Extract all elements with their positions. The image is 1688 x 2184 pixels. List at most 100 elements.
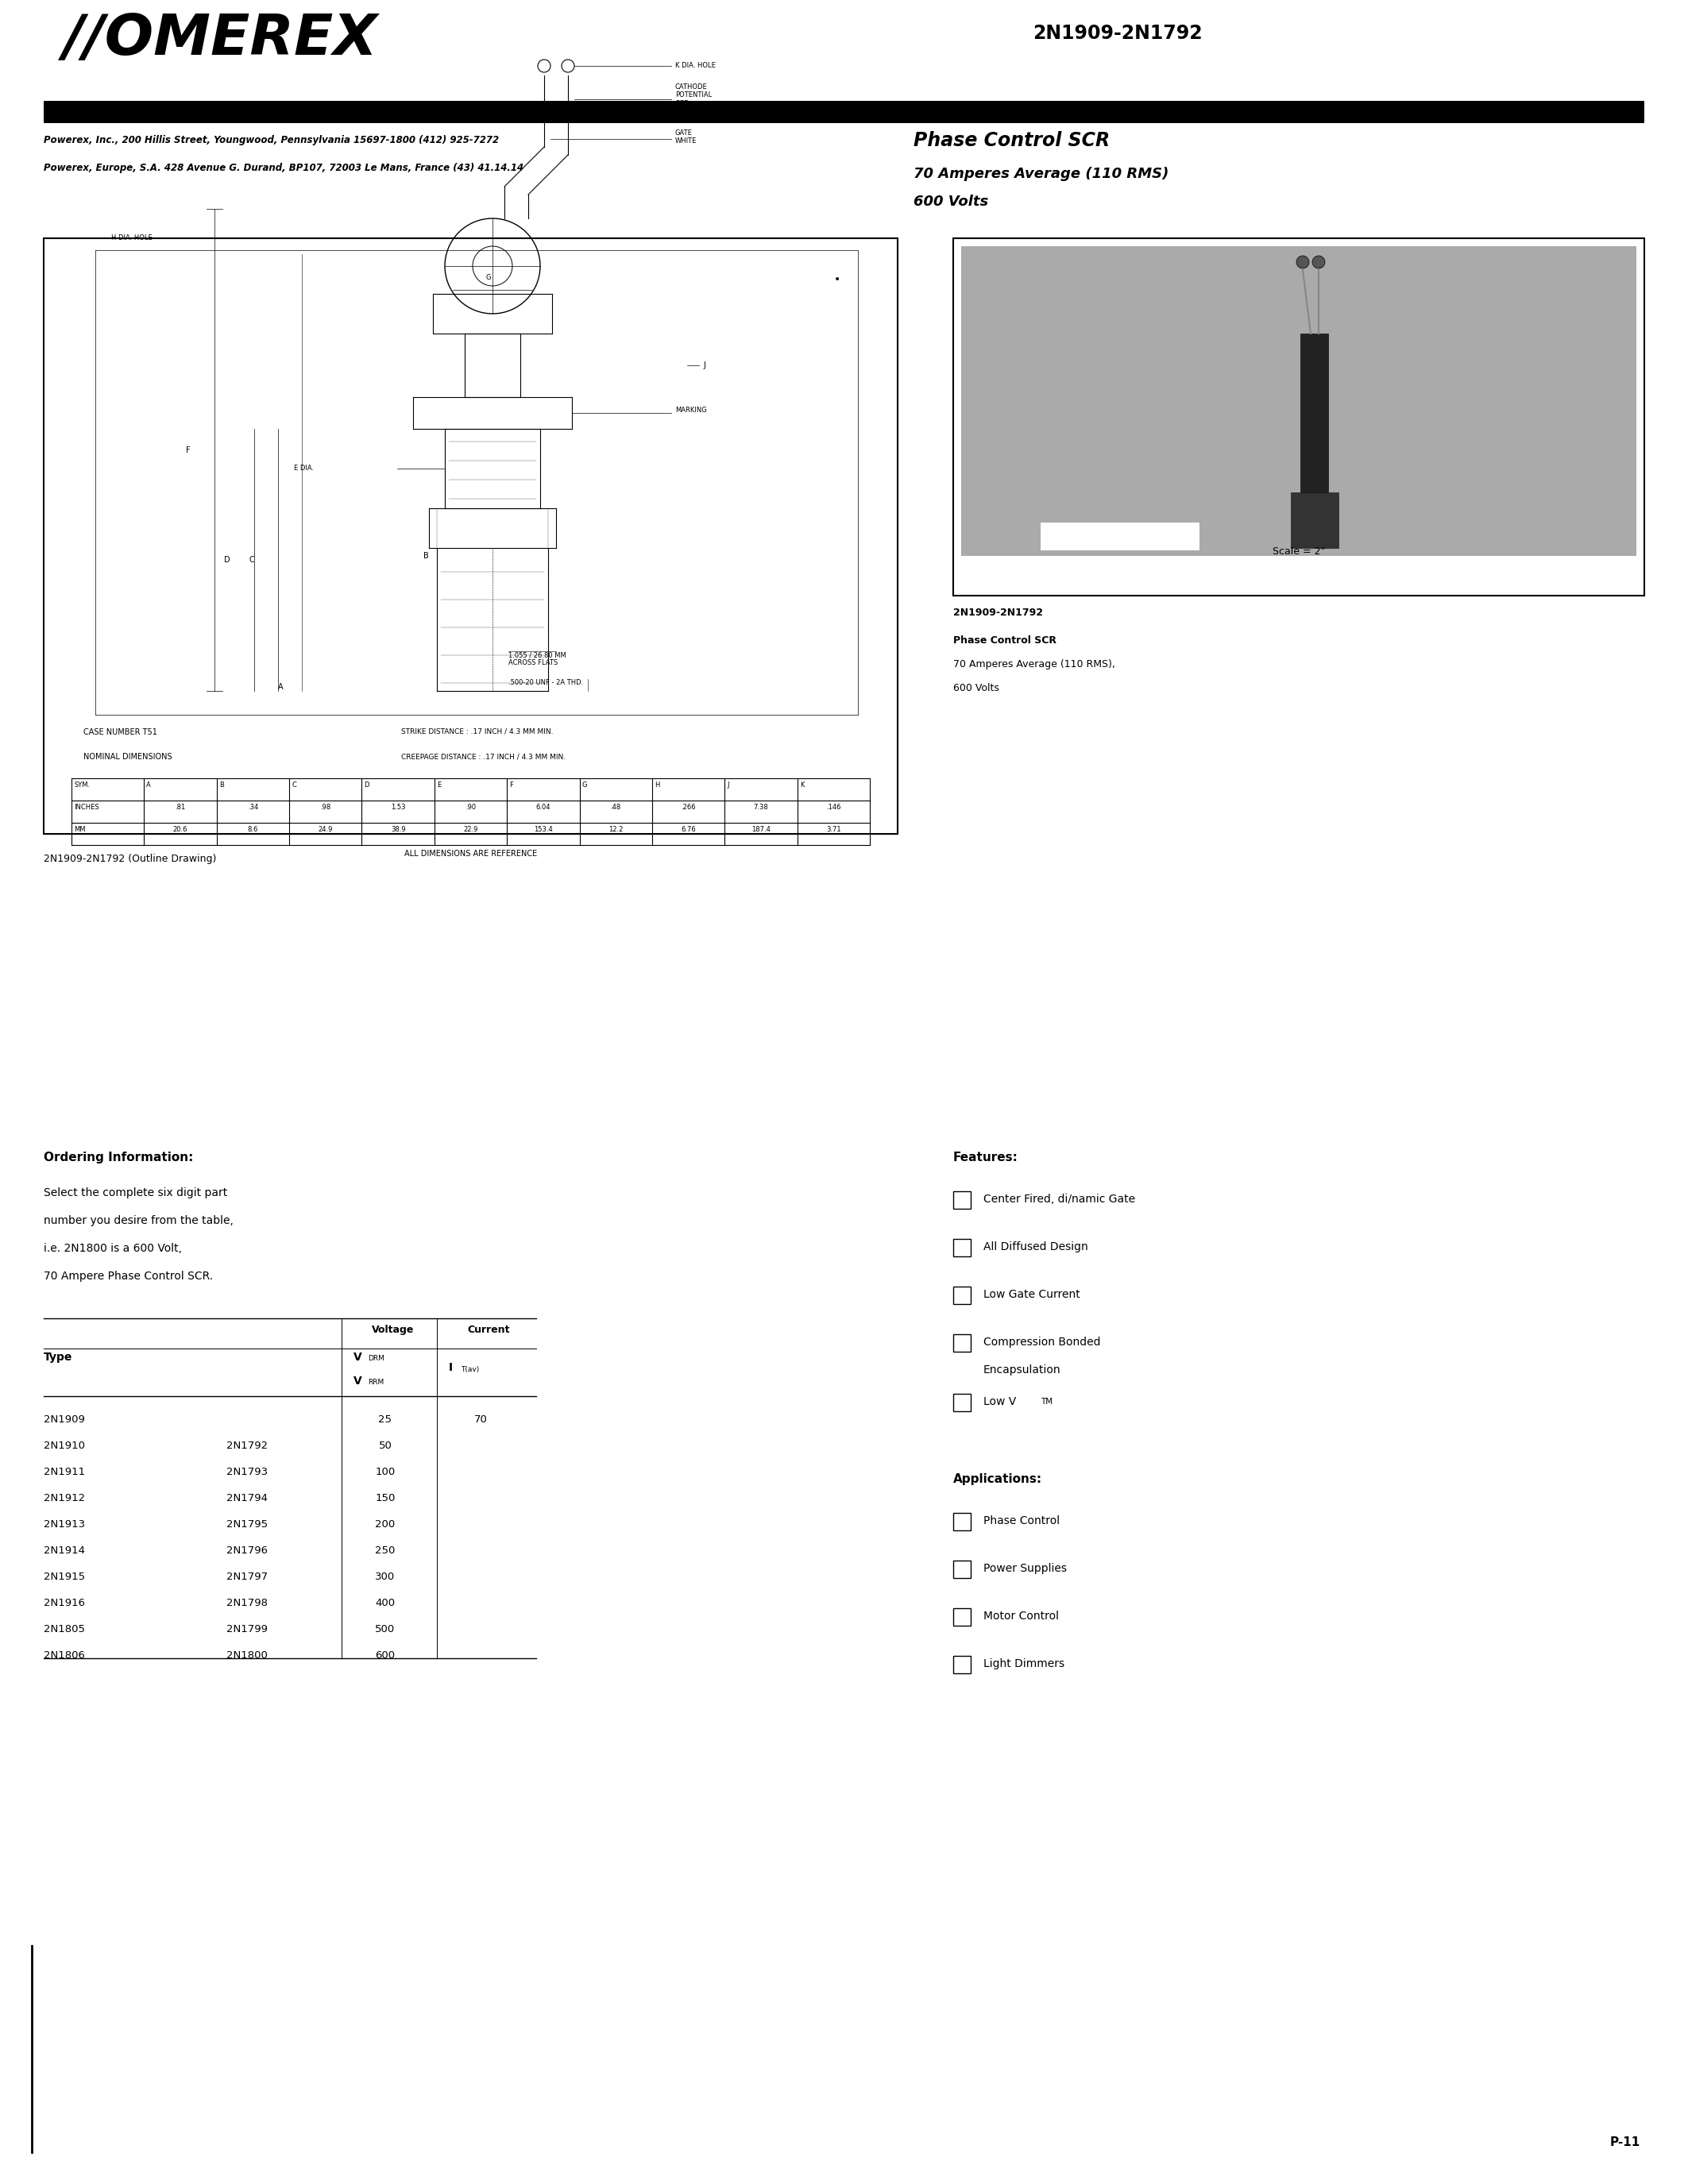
Text: G: G bbox=[486, 273, 491, 282]
Text: Low Gate Current: Low Gate Current bbox=[984, 1289, 1080, 1299]
Text: .81: .81 bbox=[176, 804, 186, 810]
Text: Features:: Features: bbox=[954, 1151, 1018, 1164]
Text: .500-20 UNF - 2A THD.: .500-20 UNF - 2A THD. bbox=[508, 679, 584, 686]
Text: 2N1915: 2N1915 bbox=[44, 1572, 84, 1581]
Text: Ordering Information:: Ordering Information: bbox=[44, 1151, 194, 1164]
Bar bbox=[954, 1514, 971, 1531]
Text: CASE NUMBER T51: CASE NUMBER T51 bbox=[83, 727, 157, 736]
Bar bbox=[1291, 491, 1339, 548]
Text: 2N1910: 2N1910 bbox=[44, 1441, 84, 1450]
Text: .98: .98 bbox=[321, 804, 331, 810]
Text: 2N1796: 2N1796 bbox=[226, 1546, 268, 1555]
Text: Select the complete six digit part: Select the complete six digit part bbox=[44, 1188, 228, 1199]
Text: A: A bbox=[279, 684, 284, 690]
Text: 600 Volts: 600 Volts bbox=[954, 684, 999, 692]
Text: 2N1793: 2N1793 bbox=[226, 1468, 268, 1476]
Text: 6.04: 6.04 bbox=[535, 804, 550, 810]
Text: 2N1911: 2N1911 bbox=[44, 1468, 84, 1476]
Text: RRM: RRM bbox=[368, 1378, 383, 1387]
Text: J: J bbox=[702, 360, 706, 369]
Text: 2N1909-2N1792: 2N1909-2N1792 bbox=[954, 607, 1043, 618]
Text: 200: 200 bbox=[375, 1520, 395, 1529]
Text: D: D bbox=[225, 557, 230, 563]
Text: Phase Control SCR: Phase Control SCR bbox=[913, 131, 1111, 151]
Text: 250: 250 bbox=[375, 1546, 395, 1555]
Text: B: B bbox=[219, 782, 225, 788]
Text: 2N1798: 2N1798 bbox=[226, 1599, 268, 1607]
Text: Power Supplies: Power Supplies bbox=[984, 1564, 1067, 1575]
Text: •: • bbox=[834, 273, 841, 286]
Text: 2N1806: 2N1806 bbox=[44, 1651, 84, 1660]
Text: A: A bbox=[147, 782, 150, 788]
Text: 2N1795: 2N1795 bbox=[226, 1520, 268, 1529]
Text: Powerex, Inc., 200 Hillis Street, Youngwood, Pennsylvania 15697-1800 (412) 925-7: Powerex, Inc., 200 Hillis Street, Youngw… bbox=[44, 135, 500, 146]
Text: 1.53: 1.53 bbox=[390, 804, 405, 810]
Text: P-11: P-11 bbox=[1610, 2136, 1641, 2149]
Text: 6.76: 6.76 bbox=[680, 826, 695, 832]
Text: 150: 150 bbox=[375, 1494, 395, 1503]
Text: 2N1916: 2N1916 bbox=[44, 1599, 84, 1607]
Bar bbox=[954, 1190, 971, 1208]
Text: 25: 25 bbox=[378, 1415, 392, 1424]
Bar bbox=[1040, 522, 1200, 550]
Text: 400: 400 bbox=[375, 1599, 395, 1607]
Text: .90: .90 bbox=[466, 804, 476, 810]
Text: 600 Volts: 600 Volts bbox=[913, 194, 989, 210]
Text: I: I bbox=[449, 1363, 452, 1374]
Text: 600: 600 bbox=[375, 1651, 395, 1660]
Text: 2N1799: 2N1799 bbox=[226, 1625, 268, 1634]
Text: 70 Amperes Average (110 RMS),: 70 Amperes Average (110 RMS), bbox=[954, 660, 1116, 670]
Text: 500: 500 bbox=[375, 1625, 395, 1634]
Text: 2N1914: 2N1914 bbox=[44, 1546, 84, 1555]
Text: Center Fired, di/namic Gate: Center Fired, di/namic Gate bbox=[984, 1195, 1136, 1206]
Text: .266: .266 bbox=[680, 804, 695, 810]
Text: 2N1909-2N1792 (Outline Drawing): 2N1909-2N1792 (Outline Drawing) bbox=[44, 854, 216, 865]
Text: 20.6: 20.6 bbox=[172, 826, 187, 832]
Text: Voltage: Voltage bbox=[371, 1326, 415, 1334]
Text: K DIA. HOLE: K DIA. HOLE bbox=[675, 61, 716, 70]
Text: MM: MM bbox=[74, 826, 86, 832]
Text: 2N1792: 2N1792 bbox=[226, 1441, 268, 1450]
Text: Phase Control SCR: Phase Control SCR bbox=[954, 636, 1057, 646]
Text: Current: Current bbox=[468, 1326, 510, 1334]
Text: .34: .34 bbox=[248, 804, 258, 810]
Text: 2N1909: 2N1909 bbox=[44, 1415, 84, 1424]
Text: 153.4: 153.4 bbox=[533, 826, 552, 832]
Text: i.e. 2N1800 is a 600 Volt,: i.e. 2N1800 is a 600 Volt, bbox=[44, 1243, 182, 1254]
Text: K: K bbox=[800, 782, 803, 788]
Text: G: G bbox=[582, 782, 587, 788]
Text: Motor Control: Motor Control bbox=[984, 1610, 1058, 1623]
Text: 12.2: 12.2 bbox=[608, 826, 623, 832]
Text: 8.6: 8.6 bbox=[248, 826, 258, 832]
Text: H DIA. HOLE: H DIA. HOLE bbox=[111, 234, 152, 242]
Text: 2N1909-2N1792: 2N1909-2N1792 bbox=[1033, 24, 1202, 44]
Text: //OMEREX: //OMEREX bbox=[64, 11, 378, 68]
Text: DRM: DRM bbox=[368, 1354, 385, 1363]
Text: Encapsulation: Encapsulation bbox=[984, 1365, 1062, 1376]
Text: 100: 100 bbox=[375, 1468, 395, 1476]
Text: 2N1912: 2N1912 bbox=[44, 1494, 84, 1503]
Bar bbox=[1301, 334, 1328, 491]
Text: 2N1913: 2N1913 bbox=[44, 1520, 84, 1529]
Text: 2N1797: 2N1797 bbox=[226, 1572, 268, 1581]
Text: B: B bbox=[424, 553, 429, 559]
Text: number you desire from the table,: number you desire from the table, bbox=[44, 1214, 233, 1225]
Text: Phase Control: Phase Control bbox=[984, 1516, 1060, 1527]
Text: CREEPAGE DISTANCE : .17 INCH / 4.3 MM MIN.: CREEPAGE DISTANCE : .17 INCH / 4.3 MM MI… bbox=[402, 753, 565, 760]
Text: H: H bbox=[655, 782, 660, 788]
Text: 7.38: 7.38 bbox=[753, 804, 768, 810]
Text: Low V: Low V bbox=[984, 1396, 1016, 1406]
Text: Applications:: Applications: bbox=[954, 1474, 1041, 1485]
Text: F: F bbox=[186, 446, 191, 454]
Text: V: V bbox=[353, 1376, 361, 1387]
Text: 70 Amperes Average (110 RMS): 70 Amperes Average (110 RMS) bbox=[913, 166, 1168, 181]
Bar bbox=[954, 1655, 971, 1673]
Bar bbox=[954, 1562, 971, 1579]
Text: 38.9: 38.9 bbox=[390, 826, 405, 832]
Text: STRIKE DISTANCE : .17 INCH / 4.3 MM MIN.: STRIKE DISTANCE : .17 INCH / 4.3 MM MIN. bbox=[402, 727, 554, 736]
Bar bbox=[954, 1238, 971, 1256]
Text: C: C bbox=[292, 782, 297, 788]
Text: INCHES: INCHES bbox=[74, 804, 100, 810]
Text: TM: TM bbox=[1040, 1398, 1053, 1406]
Text: 22.9: 22.9 bbox=[464, 826, 478, 832]
